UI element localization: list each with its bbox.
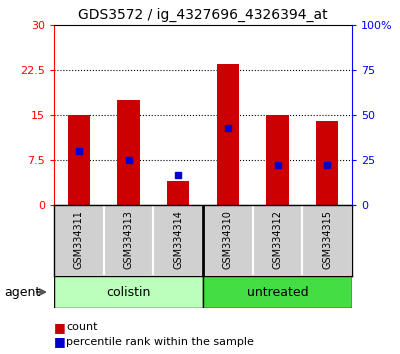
Bar: [253, 205, 302, 276]
Bar: [203, 276, 352, 308]
Bar: [203, 205, 253, 276]
Text: GSM334313: GSM334313: [124, 210, 134, 269]
Text: ■: ■: [54, 335, 66, 348]
Bar: [153, 205, 203, 276]
Bar: [302, 205, 352, 276]
Text: count: count: [66, 322, 98, 332]
Text: GSM334310: GSM334310: [223, 210, 233, 269]
Text: agent: agent: [4, 286, 40, 298]
Bar: [266, 115, 289, 205]
Text: ■: ■: [54, 321, 66, 334]
Text: GSM334312: GSM334312: [272, 210, 282, 269]
Text: colistin: colistin: [106, 286, 151, 298]
Text: untreated: untreated: [247, 286, 308, 298]
Text: GSM334314: GSM334314: [173, 210, 183, 269]
Bar: [316, 121, 338, 205]
Text: GSM334311: GSM334311: [74, 210, 84, 269]
Bar: [167, 181, 189, 205]
Bar: [54, 276, 203, 308]
Title: GDS3572 / ig_4327696_4326394_at: GDS3572 / ig_4327696_4326394_at: [78, 8, 328, 22]
Bar: [104, 205, 153, 276]
Bar: [217, 64, 239, 205]
Text: percentile rank within the sample: percentile rank within the sample: [66, 337, 254, 347]
Bar: [54, 205, 104, 276]
Bar: [117, 100, 140, 205]
Bar: [68, 115, 90, 205]
Text: GSM334315: GSM334315: [322, 210, 332, 269]
